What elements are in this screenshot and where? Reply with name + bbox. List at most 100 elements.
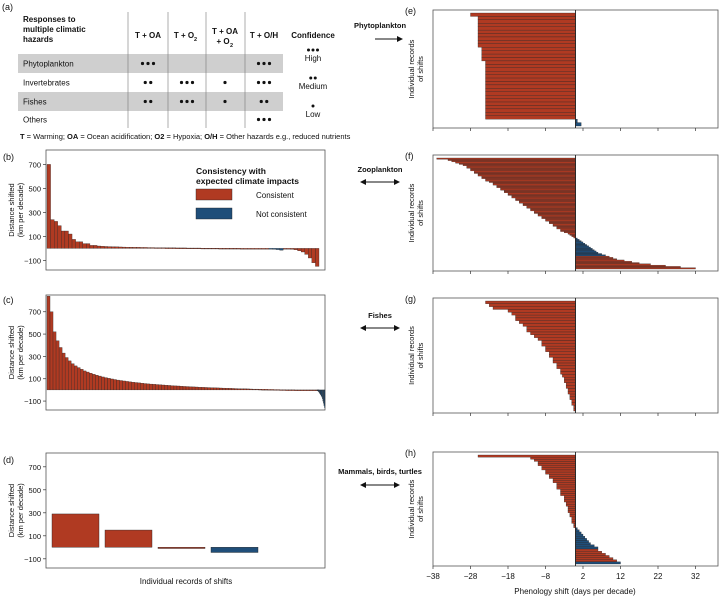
bar bbox=[549, 354, 576, 358]
bar bbox=[485, 81, 576, 86]
confidence-dot bbox=[223, 99, 227, 104]
bar bbox=[511, 312, 576, 316]
confidence-dot bbox=[262, 117, 266, 122]
confidence-dot bbox=[267, 61, 272, 66]
bar bbox=[485, 178, 576, 181]
bar bbox=[118, 246, 123, 249]
bar bbox=[75, 241, 80, 249]
confidence-dot bbox=[149, 99, 153, 104]
bar bbox=[255, 388, 259, 391]
bar bbox=[270, 389, 274, 391]
table-row-label: Fishes bbox=[23, 98, 47, 107]
bar bbox=[569, 393, 576, 398]
footnote-part: = Other hazards e.g., reduced nutrients bbox=[218, 132, 351, 141]
bar bbox=[79, 241, 83, 249]
bar bbox=[575, 555, 610, 558]
bar bbox=[477, 454, 576, 458]
bar bbox=[170, 385, 175, 391]
bar bbox=[46, 295, 51, 391]
bar bbox=[92, 374, 96, 391]
y-axis-label: (km per decade) bbox=[16, 483, 25, 538]
confidence-dot bbox=[267, 117, 272, 122]
bar bbox=[451, 160, 576, 163]
bar bbox=[575, 250, 597, 253]
bar bbox=[526, 329, 576, 333]
bar bbox=[485, 71, 576, 75]
bar bbox=[556, 362, 576, 367]
bar bbox=[549, 222, 576, 224]
bar bbox=[575, 544, 595, 548]
bar bbox=[575, 536, 586, 539]
bar bbox=[522, 323, 576, 327]
table-row-label: Phytoplankton bbox=[23, 60, 74, 69]
bar bbox=[575, 258, 617, 261]
bar bbox=[485, 115, 576, 120]
arrow-head bbox=[360, 179, 366, 185]
bar bbox=[193, 247, 198, 249]
legend-swatch bbox=[195, 188, 233, 201]
bar bbox=[82, 243, 87, 249]
bar bbox=[571, 521, 576, 524]
bar bbox=[459, 163, 576, 165]
bar bbox=[511, 196, 576, 199]
bar bbox=[51, 513, 100, 548]
bar bbox=[545, 218, 576, 221]
bar bbox=[167, 385, 172, 391]
bar bbox=[131, 382, 135, 391]
footnote-part: O2 bbox=[154, 132, 164, 141]
bar bbox=[567, 506, 576, 509]
confidence-dot bbox=[143, 99, 147, 104]
confidence-dot bbox=[179, 99, 184, 104]
bar bbox=[466, 165, 576, 168]
bar bbox=[143, 247, 148, 249]
bar bbox=[436, 157, 576, 160]
bar bbox=[556, 482, 576, 486]
y-tick-label: 700 bbox=[28, 463, 41, 472]
bar bbox=[575, 542, 591, 545]
bar bbox=[240, 388, 244, 391]
group-label-text: Phytoplankton bbox=[354, 21, 407, 30]
bar bbox=[485, 108, 576, 113]
bar bbox=[232, 248, 237, 250]
bar bbox=[222, 248, 227, 250]
bar bbox=[575, 264, 666, 267]
bar bbox=[496, 186, 576, 188]
bar bbox=[560, 371, 576, 375]
bar bbox=[204, 248, 209, 250]
bar bbox=[569, 234, 576, 236]
y-axis-label: Distance shifted bbox=[7, 183, 16, 236]
bar bbox=[575, 241, 584, 244]
bar bbox=[575, 533, 584, 537]
bar bbox=[179, 247, 184, 249]
bar bbox=[200, 387, 205, 391]
bar bbox=[470, 168, 576, 170]
x-tick-label: −38 bbox=[426, 572, 440, 581]
bar bbox=[496, 184, 576, 187]
confidence-dot bbox=[259, 99, 263, 104]
x-tick-label: −18 bbox=[501, 572, 515, 581]
bar bbox=[258, 248, 262, 250]
bar bbox=[250, 248, 255, 250]
arrow-head bbox=[360, 325, 366, 331]
bar bbox=[541, 215, 576, 218]
bar bbox=[173, 385, 178, 391]
bar bbox=[191, 386, 196, 391]
bar bbox=[158, 384, 162, 391]
bar bbox=[104, 246, 108, 249]
bar bbox=[243, 388, 247, 391]
bar bbox=[68, 233, 73, 249]
bar bbox=[575, 246, 591, 249]
bar bbox=[575, 249, 595, 252]
bar bbox=[564, 231, 576, 234]
bar bbox=[530, 456, 576, 460]
bar bbox=[515, 197, 576, 200]
bar bbox=[228, 388, 232, 391]
bar bbox=[575, 546, 599, 550]
bar bbox=[545, 471, 576, 475]
footnote-part: O/H bbox=[204, 132, 217, 141]
bar bbox=[149, 383, 153, 391]
bar bbox=[71, 239, 76, 249]
y-axis-label: of shifts bbox=[416, 56, 425, 82]
bar bbox=[549, 474, 576, 477]
chart-panel-c: −100 100 300 500 700 Distance shifted (km per … bbox=[7, 294, 326, 411]
